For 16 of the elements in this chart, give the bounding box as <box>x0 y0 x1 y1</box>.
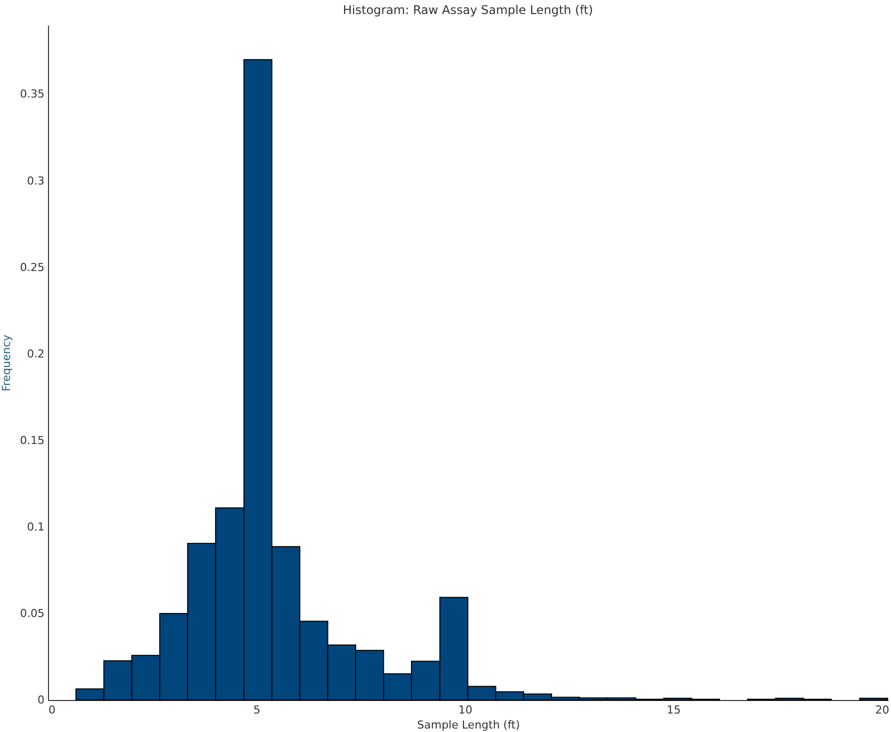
y-tick-label: 0.35 <box>20 88 44 101</box>
chart-title: Histogram: Raw Assay Sample Length (ft) <box>342 3 594 17</box>
y-tick-label: 0.15 <box>20 434 44 447</box>
y-tick-label: 0.3 <box>27 174 44 188</box>
x-tick-label: 0 <box>48 704 56 716</box>
x-tick-label: 10 <box>458 704 472 716</box>
x-tick-label: 15 <box>666 704 681 716</box>
y-tick-label: 0.05 <box>20 606 44 620</box>
y-tick-label: 0 <box>38 694 44 706</box>
x-axis-title: Sample Length (ft) <box>417 718 520 732</box>
y-tick-label: 0.25 <box>20 260 44 274</box>
y-tick-label: 0.1 <box>27 520 44 534</box>
y-tick-label: 0.2 <box>27 347 44 360</box>
y-axis-title: Frequency <box>0 334 14 392</box>
x-tick-label: 20 <box>875 704 890 716</box>
x-tick-label: 5 <box>253 704 260 716</box>
